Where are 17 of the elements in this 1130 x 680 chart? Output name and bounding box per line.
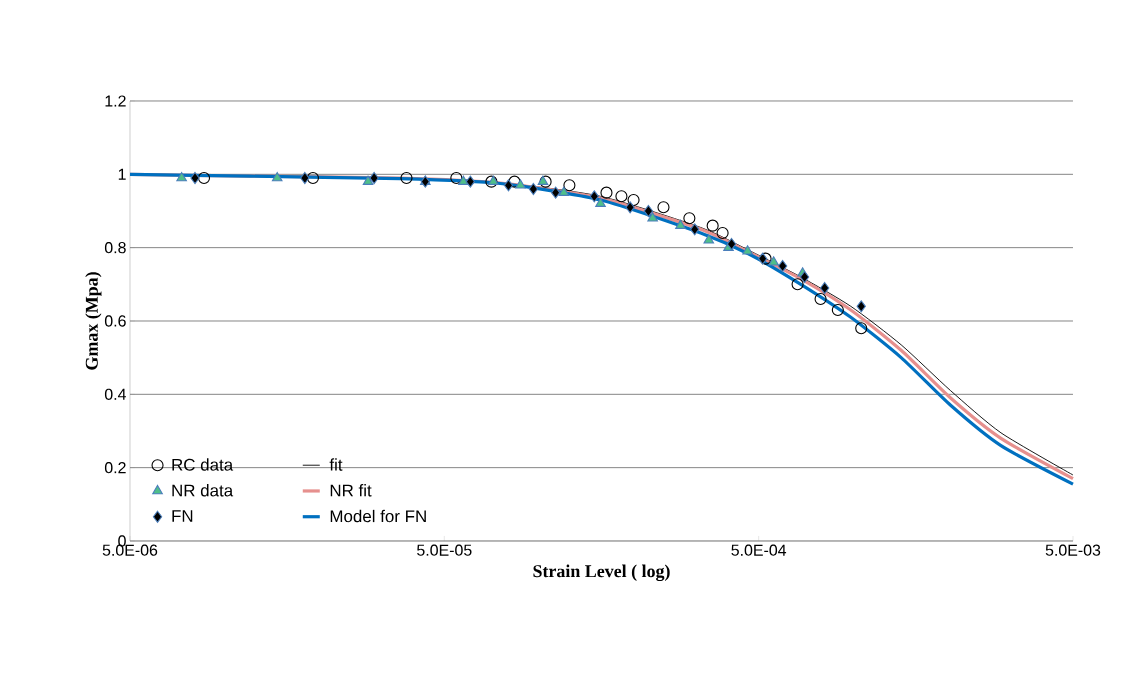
legend-label: RC data	[172, 458, 234, 471]
y-tick-label: 0.6	[104, 315, 126, 327]
y-tick-label: 0.8	[104, 242, 126, 254]
y-tick-label: 0.2	[104, 462, 126, 474]
legend-label: Model for FN	[330, 509, 426, 523]
y-tick-label: 1.2	[105, 95, 126, 107]
legend-label: FN	[172, 510, 193, 522]
legend-label: fit	[329, 458, 343, 471]
y-tick-label: 0.4	[104, 388, 126, 400]
x-tick-label: 5.0E-03	[1045, 544, 1101, 556]
y-axis-title: Gmax (Mpa)	[85, 272, 102, 370]
y-tick-label: 1	[118, 168, 126, 180]
legend-label: NR fit	[330, 484, 372, 497]
x-axis-title: Strain Level ( log)	[533, 564, 670, 582]
x-tick-label: 5.0E-04	[731, 544, 787, 556]
legend-label: NR data	[172, 484, 234, 497]
x-tick-label: 5.0E-05	[417, 544, 472, 556]
